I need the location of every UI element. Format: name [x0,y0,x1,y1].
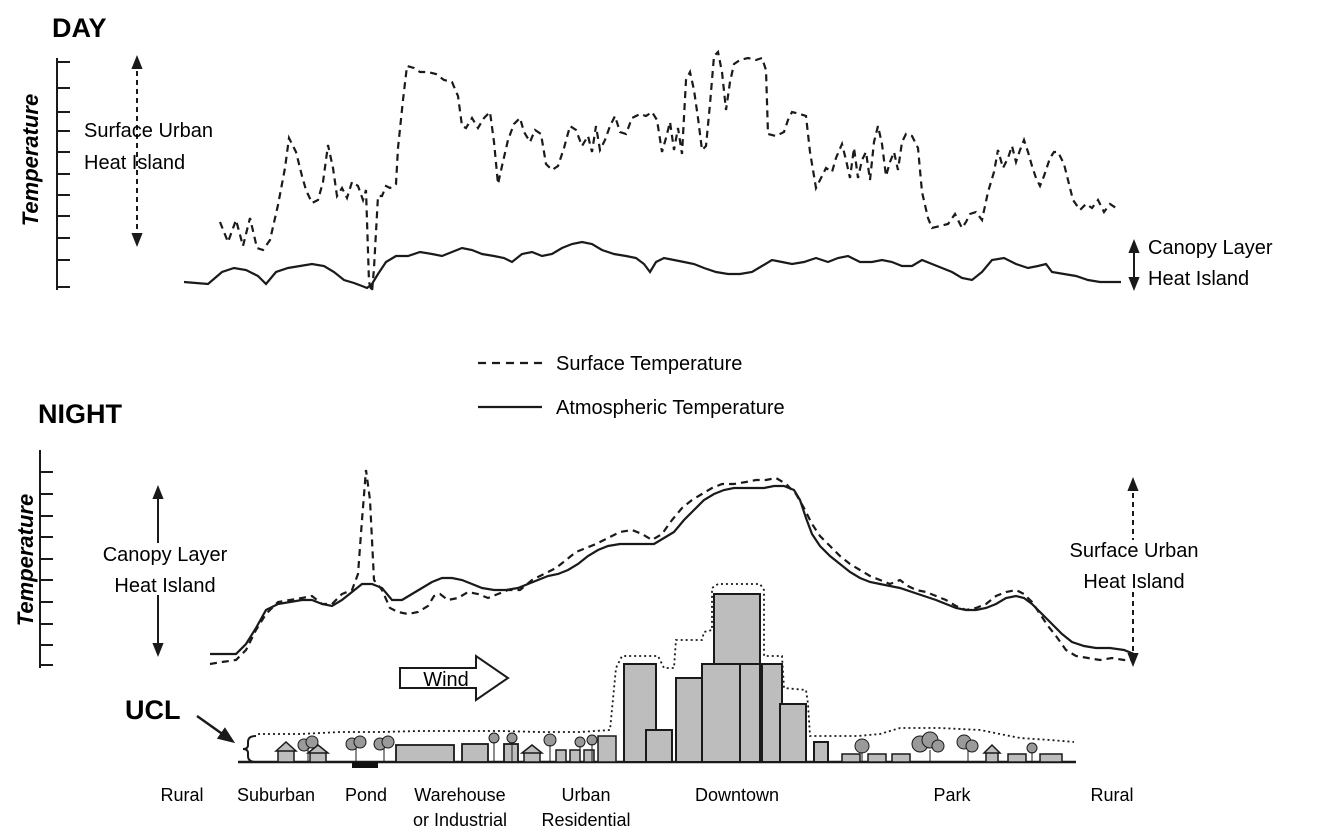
night-left-label-1: Canopy Layer [103,544,228,566]
zone-park: Park [933,785,971,805]
wind-arrow: Wind [399,654,510,702]
ucl-brace [242,735,257,763]
park-trees [854,731,1038,762]
day-surface-temperature-line [218,49,1117,293]
downtown-buildings [623,593,829,763]
day-axis-title: Temperature [18,94,43,226]
warehouse-buildings [395,743,519,763]
night-y-axis [39,450,53,668]
zone-warehouse-line1: Warehouse [414,785,505,805]
zone-downtown: Downtown [695,785,779,805]
day-right-label-2: Heat Island [1148,268,1249,290]
wind-label: Wind [423,669,469,691]
zone-labels: Rural Suburban Pond Warehouse or Industr… [160,785,1133,830]
zone-urban-line1: Urban [561,785,610,805]
day-title: DAY [52,13,107,43]
night-right-label-1: Surface Urban [1070,540,1199,562]
night-title: NIGHT [38,399,123,429]
day-y-axis [56,58,70,290]
day-right-label-1: Canopy Layer [1148,237,1273,259]
residential-buildings [519,735,617,763]
park-houses [841,743,1063,763]
warehouse-trees [488,732,518,762]
night-atmospheric-temperature-line [210,484,1135,656]
ucl-arrow [196,714,236,744]
zone-warehouse-line2: or Industrial [413,810,507,830]
suburban-trees [297,735,395,762]
legend-atmospheric-label: Atmospheric Temperature [556,397,785,419]
urban-canopy-envelope [258,583,1075,743]
residential-trees [543,733,598,762]
day-left-label-1: Surface Urban [84,120,213,142]
ucl-label: UCL [125,695,181,725]
night-left-label-2: Heat Island [114,575,215,597]
zone-urban-line2: Residential [541,810,630,830]
legend-surface-label: Surface Temperature [556,353,742,375]
zone-pond: Pond [345,785,387,805]
legend: Surface Temperature Atmospheric Temperat… [478,353,785,419]
night-surface-temperature-line [209,469,1134,666]
zone-suburban: Suburban [237,785,315,805]
pond [352,762,378,768]
day-atmospheric-temperature-line [183,240,1121,290]
night-left-label-bg [96,543,230,595]
night-axis-title: Temperature [13,494,38,626]
suburban-houses [274,740,331,763]
night-right-label-bg [1064,540,1204,592]
day-left-label-2: Heat Island [84,152,185,174]
zone-rural-left: Rural [160,785,203,805]
night-right-label-2: Heat Island [1083,571,1184,593]
zone-rural-right: Rural [1090,785,1133,805]
